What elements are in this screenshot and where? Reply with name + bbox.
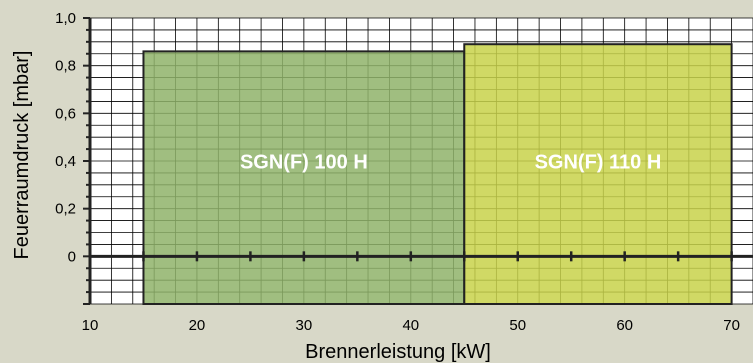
tick-labels: 0 0,2 0,4 0,6 0,8 1,0 10 20 30 40 50 60 70	[55, 10, 740, 334]
y-tick-label: 1,0	[55, 10, 76, 27]
axes	[83, 17, 753, 305]
x-tick-label: 10	[82, 317, 99, 334]
y-tick-label: 0,2	[55, 201, 76, 218]
y-axis-title: Feuerraumdruck [mbar]	[11, 51, 33, 260]
y-tick-label: 0,8	[55, 58, 76, 75]
bar-label-1: SGN(F) 100 H	[240, 151, 368, 173]
x-tick-label: 40	[402, 317, 419, 334]
x-tick-label: 20	[189, 317, 206, 334]
x-tick-label: 70	[723, 317, 740, 334]
bar-2	[463, 43, 733, 305]
bar-label-2: SGN(F) 110 H	[535, 151, 662, 173]
x-tick-label: 30	[296, 317, 313, 334]
y-tick-label: 0,6	[55, 105, 76, 122]
y-tick-label: 0,4	[55, 153, 76, 170]
y-tick-label: 0	[68, 248, 76, 265]
x-axis-title: Brennerleistung [kW]	[305, 341, 491, 363]
bars: SGN(F) 100 H SGN(F) 110 H	[142, 43, 733, 305]
x-tick-label: 50	[509, 317, 526, 334]
x-tick-label: 60	[616, 317, 633, 334]
bar-1	[142, 50, 466, 305]
